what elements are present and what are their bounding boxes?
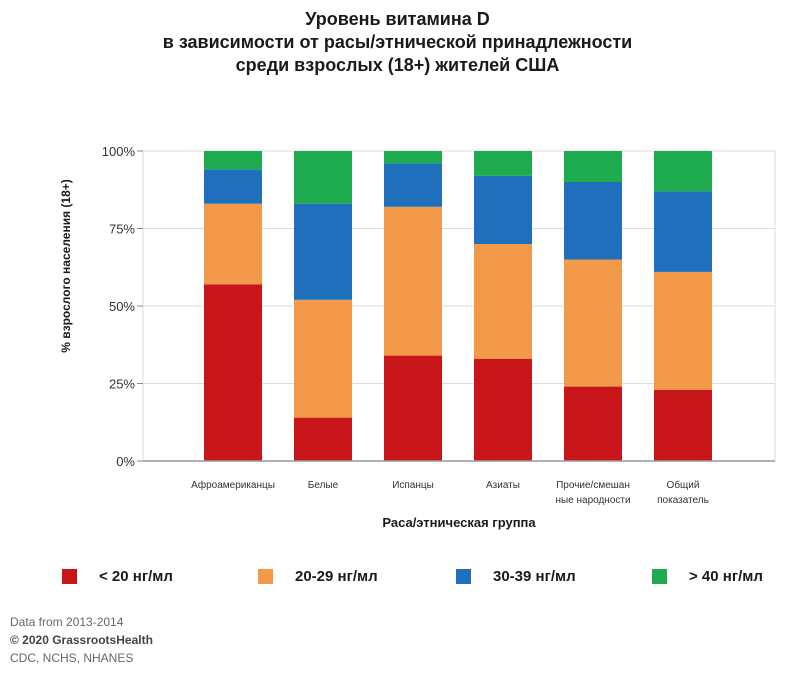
x-category-label: Белые (308, 480, 339, 491)
stacked-bar-chart: 0% 25% 50% 75% 100% Афроамериканцы Белые Испанц… (59, 144, 776, 530)
bar-segment-gt40 (654, 151, 712, 192)
legend-label-30to39: 30-39 нг/мл (493, 567, 576, 585)
footer-copyright: © 2020 GrassrootsHealth (10, 633, 153, 647)
legend-item-30to39: 30-39 нг/мл (456, 565, 576, 587)
y-tick-label: 75% (109, 222, 135, 237)
x-category-label: Азиаты (486, 480, 520, 491)
bar-segment-30to39 (474, 175, 532, 244)
chart-legend: < 20 нг/мл 20-29 нг/мл 30-39 нг/мл > 40 … (0, 565, 795, 587)
bar-segment-gt40 (294, 151, 352, 204)
x-category-label: Общий (667, 479, 700, 491)
legend-swatch-gt40 (652, 568, 667, 584)
bar-segment-30to39 (654, 191, 712, 272)
x-category-label: Прочие/смешан (556, 480, 630, 491)
x-category-label: Испанцы (392, 480, 434, 491)
bar-segment-lt20 (564, 386, 622, 461)
legend-item-20to29: 20-29 нг/мл (258, 565, 378, 587)
legend-label-gt40: > 40 нг/мл (689, 567, 763, 585)
footer-sources: CDC, NCHS, NHANES (10, 651, 134, 665)
bar-segment-30to39 (294, 203, 352, 300)
legend-swatch-20to29 (258, 568, 273, 584)
bar-segment-lt20 (474, 358, 532, 461)
legend-item-gt40: > 40 нг/мл (652, 565, 763, 587)
bar-segment-gt40 (204, 151, 262, 170)
bar-segment-gt40 (384, 151, 442, 164)
y-axis-title: % взрослого населения (18+) (59, 179, 73, 353)
bar-segment-20to29 (384, 206, 442, 356)
chart-title-line-2: в зависимости от расы/этнической принадл… (162, 32, 633, 52)
bar-segment-30to39 (204, 169, 262, 204)
bar-segment-lt20 (204, 284, 262, 461)
legend-swatch-30to39 (456, 568, 471, 584)
x-axis-title: Раса/этническая группа (382, 515, 536, 530)
bar-segment-20to29 (204, 203, 262, 285)
bar-segment-20to29 (474, 244, 532, 359)
x-category-label: показатель (657, 495, 709, 506)
bar-segment-30to39 (564, 182, 622, 260)
source-footer: Data from 2013-2014 © 2020 GrassrootsHea… (10, 613, 153, 667)
bar-segment-30to39 (384, 163, 442, 207)
legend-label-lt20: < 20 нг/мл (99, 567, 173, 585)
chart-title: Уровень витамина D в зависимости от расы… (0, 8, 795, 77)
bar-segment-lt20 (654, 389, 712, 461)
footer-data-years: Data from 2013-2014 (10, 615, 124, 629)
bar-segment-20to29 (654, 271, 712, 390)
y-tick-label: 100% (102, 144, 136, 159)
chart-title-line-1: Уровень витамина D (305, 9, 490, 29)
bar-segment-lt20 (294, 417, 352, 461)
legend-label-20to29: 20-29 нг/мл (295, 567, 378, 585)
bar-segment-gt40 (474, 151, 532, 176)
bar-segment-gt40 (564, 151, 622, 182)
bar-segment-20to29 (294, 299, 352, 418)
bar-segment-lt20 (384, 355, 442, 461)
legend-swatch-lt20 (62, 568, 77, 584)
y-tick-label: 50% (109, 299, 135, 314)
chart-title-line-3: среди взрослых (18+) жителей США (235, 55, 560, 75)
bar-segment-20to29 (564, 259, 622, 387)
y-tick-label: 0% (116, 454, 135, 469)
y-tick-label: 25% (109, 377, 135, 392)
x-category-label: ные народности (555, 495, 630, 506)
legend-item-lt20: < 20 нг/мл (62, 565, 173, 587)
x-category-label: Афроамериканцы (191, 479, 275, 491)
